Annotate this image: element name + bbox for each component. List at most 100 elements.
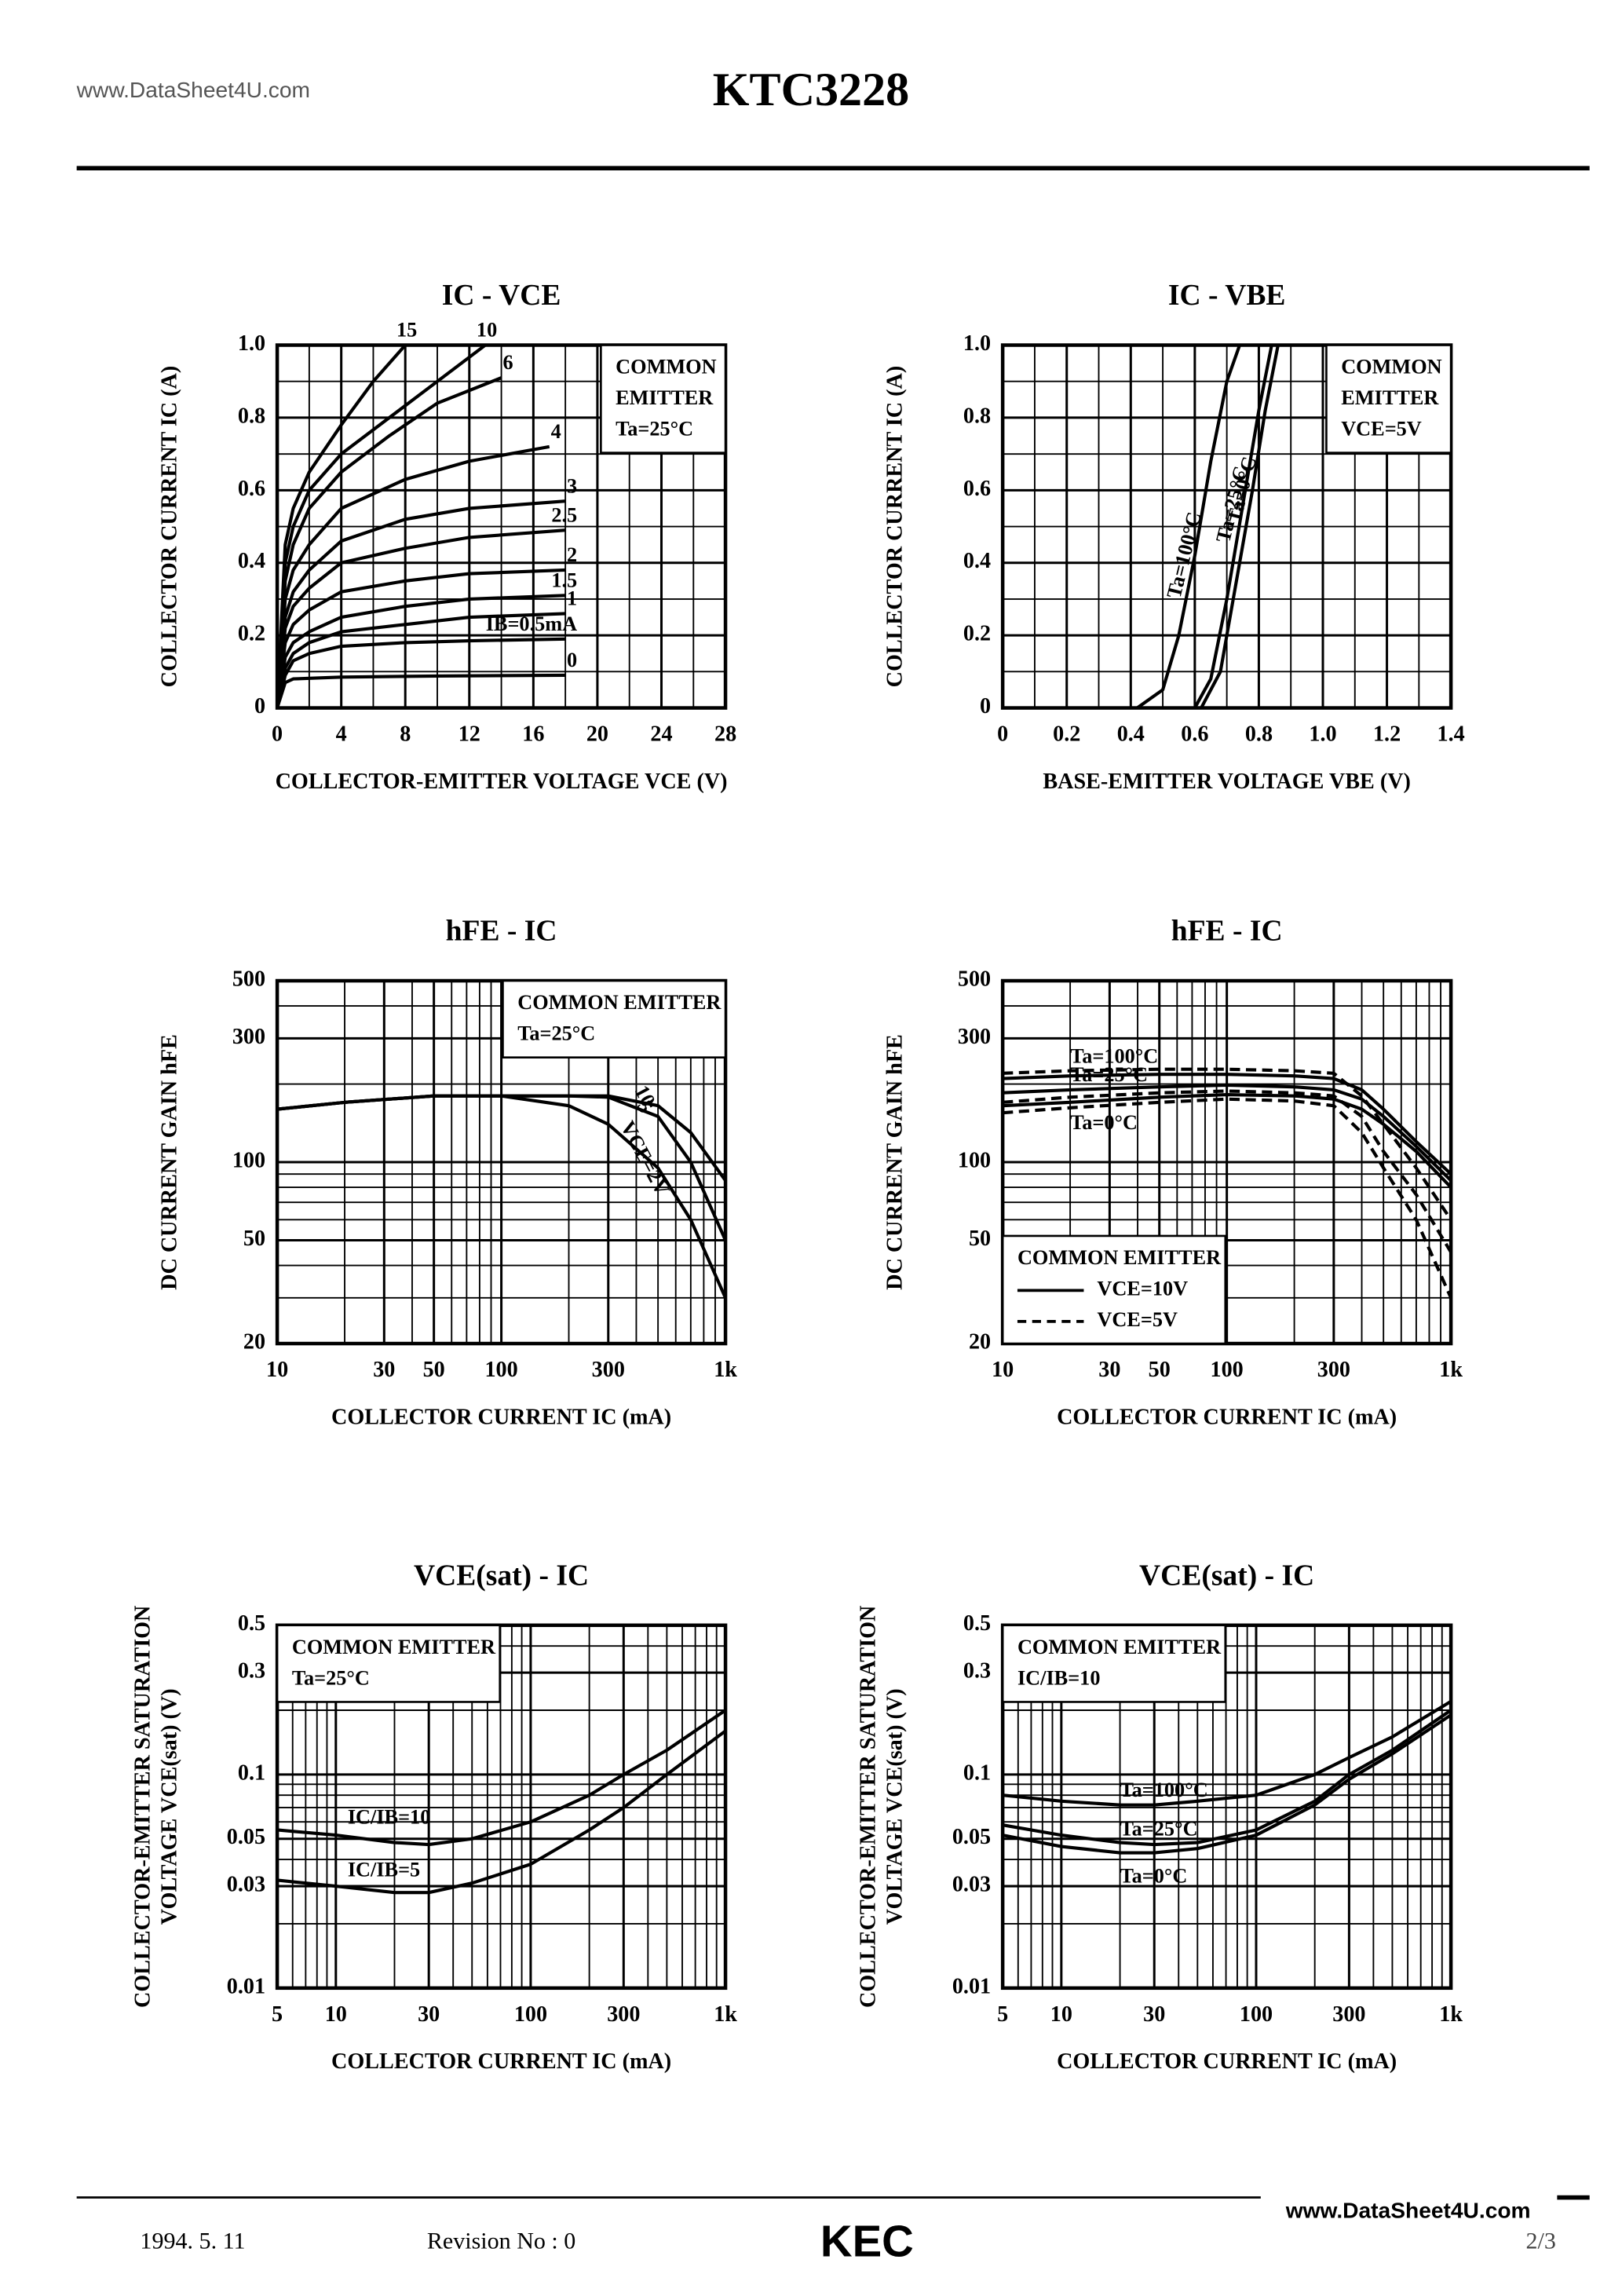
curve — [1200, 345, 1280, 709]
y-tick-label: 500 — [958, 967, 991, 991]
x-tick-label: 10 — [266, 1358, 288, 1382]
x-tick-label: 10 — [992, 1358, 1014, 1382]
curve — [276, 673, 566, 709]
x-tick-label: 30 — [1098, 1358, 1120, 1382]
curve-dashed — [1003, 1097, 1453, 1299]
plot-frame — [1000, 978, 1453, 1346]
x-tick-label: 30 — [418, 2002, 440, 2027]
y-tick-label: 0.01 — [227, 1974, 265, 1998]
x-tick-label: 30 — [1143, 2002, 1165, 2027]
series-label: 0 — [567, 649, 577, 671]
footer-page: 2/3 — [1525, 2228, 1555, 2254]
series-label: Ta=0°C — [1070, 1111, 1138, 1134]
y-tick-label: 50 — [243, 1227, 265, 1251]
y-axis-label: COLLECTOR CURRENT IC (A) — [882, 366, 907, 688]
y-tick-label: 0.05 — [227, 1825, 265, 1849]
x-tick-label: 0 — [272, 722, 283, 747]
curve — [276, 594, 566, 708]
x-tick-label: 1k — [714, 1358, 737, 1382]
curve — [276, 444, 550, 708]
annotation-text: IC/IB=10 — [1017, 1666, 1101, 1689]
series-label: 6 — [502, 351, 513, 374]
x-tick-label: 1k — [1439, 2002, 1463, 2027]
y-tick-label: 50 — [969, 1227, 991, 1251]
x-tick-label: 50 — [423, 1358, 445, 1382]
x-tick-label: 100 — [1211, 1358, 1244, 1382]
x-tick-label: 1.4 — [1438, 722, 1465, 747]
legend-label: VCE=10V — [1097, 1277, 1188, 1300]
series-label: 15 — [396, 319, 417, 342]
x-tick-label: 0.2 — [1053, 722, 1080, 747]
annotation-text: COMMON EMITTER — [1017, 1246, 1222, 1269]
x-axis-label: COLLECTOR CURRENT IC (mA) — [1057, 2049, 1397, 2074]
footer-date: 1994. 5. 11 — [140, 2228, 245, 2254]
x-tick-label: 100 — [514, 2002, 547, 2027]
x-axis-label: COLLECTOR-EMITTER VOLTAGE VCE (V) — [276, 770, 728, 794]
x-tick-label: 5 — [272, 2002, 283, 2027]
annotation-text: Ta=25°C — [292, 1666, 370, 1689]
curve — [276, 1094, 727, 1182]
annotation-text: Ta=25°C — [616, 417, 693, 440]
chart-title: VCE(sat) - IC — [414, 1559, 589, 1592]
chart-title: hFE - IC — [1171, 916, 1283, 948]
y-tick-label: 0.1 — [238, 1760, 265, 1785]
annotation-text: EMITTER — [616, 386, 714, 409]
y-tick-label: 0.05 — [952, 1825, 991, 1849]
series-label: Ta=25°C — [1120, 1818, 1198, 1841]
series-label: 10 — [477, 319, 497, 342]
x-tick-label: 10 — [1050, 2002, 1072, 2027]
x-tick-label: 10 — [325, 2002, 347, 2027]
x-axis-label: BASE-EMITTER VOLTAGE VBE (V) — [1043, 770, 1411, 794]
curve — [276, 637, 566, 709]
curve-dashed — [1003, 1089, 1452, 1253]
chart-title: IC - VBE — [1168, 280, 1286, 312]
curve — [276, 499, 566, 708]
y-tick-label: 1.0 — [963, 331, 991, 356]
x-tick-label: 300 — [607, 2002, 640, 2027]
y-tick-label: 0.3 — [963, 1659, 991, 1684]
x-tick-label: 30 — [373, 1358, 395, 1382]
annotation-box — [1325, 344, 1452, 454]
series-label: Ta=100°C — [1070, 1045, 1158, 1068]
chart-title: hFE - IC — [446, 916, 557, 948]
y-tick-label: 0.5 — [963, 1611, 991, 1636]
annotation-box — [600, 344, 727, 454]
plot-frame — [1000, 343, 1453, 710]
y-tick-label: 100 — [958, 1148, 991, 1172]
annotation-box — [1001, 1234, 1227, 1345]
curve — [1002, 1699, 1452, 1807]
series-label: 1 — [567, 587, 577, 610]
x-tick-label: 100 — [1240, 2002, 1273, 2027]
legend-label: VCE=5V — [1097, 1308, 1178, 1331]
x-tick-label: 20 — [586, 722, 608, 747]
curve — [1003, 1073, 1452, 1175]
y-tick-label: 0.3 — [238, 1659, 265, 1684]
y-tick-label: 0.8 — [963, 404, 991, 428]
y-tick-label: 0.2 — [238, 622, 265, 646]
x-tick-label: 0.6 — [1181, 722, 1208, 747]
annotation-text: COMMON EMITTER — [517, 991, 721, 1014]
curve — [276, 344, 407, 708]
annotation-box — [502, 979, 727, 1058]
annotation-text: EMITTER — [1341, 386, 1439, 409]
x-axis-label: COLLECTOR CURRENT IC (mA) — [331, 2049, 671, 2074]
y-tick-label: 0.8 — [238, 404, 265, 428]
footer-logo: KEC — [820, 2216, 914, 2265]
y-axis-label: DC CURRENT GAIN hFE — [882, 1034, 907, 1290]
y-tick-label: 0.4 — [238, 549, 265, 573]
series-label: 2.5 — [551, 503, 577, 526]
series-label: 1.5 — [551, 569, 577, 591]
series-label: Ta=25°C — [1070, 1063, 1148, 1086]
y-tick-label: 0 — [254, 694, 265, 718]
y-axis-label: COLLECTOR-EMITTER SATURATION — [131, 1606, 155, 2008]
y-tick-label: 0.2 — [963, 622, 991, 646]
y-tick-label: 300 — [232, 1025, 265, 1049]
y-tick-label: 100 — [232, 1148, 265, 1172]
x-tick-label: 12 — [458, 722, 480, 747]
header-title: KTC3228 — [713, 64, 909, 116]
series-label: IB=0.5mA — [486, 612, 577, 635]
plot-frame — [275, 1623, 728, 1991]
chart-title: IC - VCE — [442, 280, 561, 312]
x-tick-label: 8 — [400, 722, 411, 747]
